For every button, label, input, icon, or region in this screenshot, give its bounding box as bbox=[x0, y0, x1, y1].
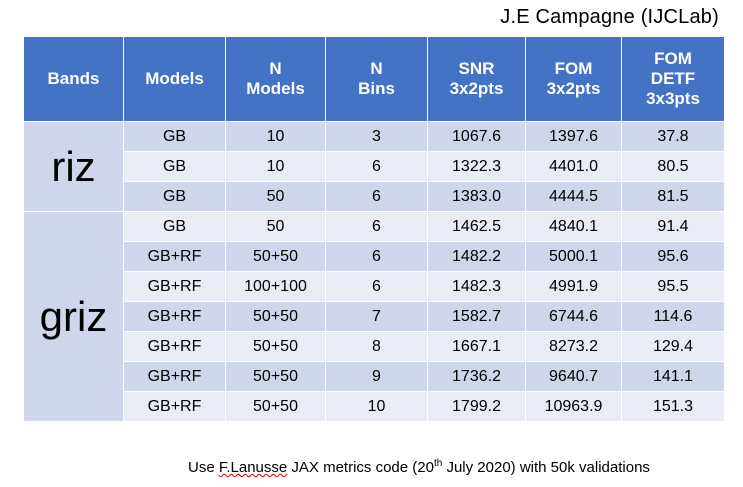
cell-fom-detf: 114.6 bbox=[621, 301, 725, 332]
header-fom-line: FOM bbox=[554, 59, 593, 78]
header-fom: FOM 3x2pts bbox=[525, 36, 622, 122]
cell-fom: 4444.5 bbox=[525, 181, 622, 212]
cell-n-models: 50 bbox=[225, 181, 326, 212]
header-row: Bands Models N Models N Bins SNR 3x2pts … bbox=[23, 36, 725, 122]
header-fom-detf: FOM DETF 3x3pts bbox=[621, 36, 725, 122]
header-n-models-line: N bbox=[269, 59, 282, 78]
cell-fom-detf: 80.5 bbox=[621, 151, 725, 182]
cell-model: GB bbox=[123, 211, 226, 242]
cell-fom-detf: 95.5 bbox=[621, 271, 725, 302]
header-fom-detf-line: DETF bbox=[650, 69, 696, 88]
cell-snr: 1582.7 bbox=[427, 301, 526, 332]
footnote-prefix: Use bbox=[188, 459, 219, 476]
cell-fom: 1397.6 bbox=[525, 121, 622, 152]
header-snr-line: 3x2pts bbox=[449, 79, 504, 98]
table-row: GB+RF 100+100 6 1482.3 4991.9 95.5 bbox=[24, 271, 725, 302]
author-credit: J.E Campagne (IJCLab) bbox=[500, 6, 719, 28]
footnote-author: F.Lanusse bbox=[218, 459, 288, 476]
cell-n-models: 10 bbox=[225, 121, 326, 152]
cell-n-models: 50+50 bbox=[225, 361, 326, 392]
cell-model: GB+RF bbox=[123, 391, 226, 422]
cell-fom-detf: 37.8 bbox=[621, 121, 725, 152]
header-n-models: N Models bbox=[225, 36, 326, 122]
header-n-bins-line: Bins bbox=[358, 79, 395, 98]
cell-fom-detf: 81.5 bbox=[621, 181, 725, 212]
cell-n-models: 50+50 bbox=[225, 391, 326, 422]
cell-model: GB bbox=[123, 151, 226, 182]
cell-snr: 1462.5 bbox=[427, 211, 526, 242]
band-label: riz bbox=[23, 121, 124, 212]
cell-n-models: 50 bbox=[225, 211, 326, 242]
cell-n-bins: 9 bbox=[325, 361, 428, 392]
cell-snr: 1799.2 bbox=[427, 391, 526, 422]
cell-snr: 1667.1 bbox=[427, 331, 526, 362]
cell-snr: 1482.3 bbox=[427, 271, 526, 302]
cell-model: GB bbox=[123, 181, 226, 212]
cell-fom: 4991.9 bbox=[525, 271, 622, 302]
table-row: griz GB 50 6 1462.5 4840.1 91.4 bbox=[23, 211, 725, 422]
cell-n-models: 10 bbox=[225, 151, 326, 182]
table-row: GB+RF 50+50 7 1582.7 6744.6 114.6 bbox=[24, 301, 725, 332]
header-fom-line: 3x2pts bbox=[546, 79, 601, 98]
header-fom-detf-line: 3x3pts bbox=[646, 89, 700, 108]
header-snr: SNR 3x2pts bbox=[427, 36, 526, 122]
cell-n-models: 50+50 bbox=[225, 331, 326, 362]
header-models: Models bbox=[123, 36, 226, 122]
header-n-models-line: Models bbox=[246, 79, 305, 98]
cell-fom-detf: 141.1 bbox=[621, 361, 725, 392]
cell-fom: 6744.6 bbox=[525, 301, 622, 332]
cell-model: GB+RF bbox=[123, 301, 226, 332]
cell-fom-detf: 95.6 bbox=[621, 241, 725, 272]
header-n-bins: N Bins bbox=[325, 36, 428, 122]
cell-snr: 1322.3 bbox=[427, 151, 526, 182]
cell-n-bins: 6 bbox=[325, 151, 428, 182]
cell-fom-detf: 151.3 bbox=[621, 391, 725, 422]
cell-n-models: 100+100 bbox=[225, 271, 326, 302]
table-row: GB+RF 50+50 6 1482.2 5000.1 95.6 bbox=[24, 241, 725, 272]
cell-n-bins: 3 bbox=[325, 121, 428, 152]
cell-fom: 8273.2 bbox=[525, 331, 622, 362]
cell-n-bins: 6 bbox=[325, 211, 428, 242]
cell-n-models: 50+50 bbox=[225, 241, 326, 272]
header-bands: Bands bbox=[23, 36, 124, 122]
table-row: GB 10 6 1322.3 4401.0 80.5 bbox=[24, 151, 725, 182]
cell-snr: 1067.6 bbox=[427, 121, 526, 152]
results-table: Bands Models N Models N Bins SNR 3x2pts … bbox=[23, 36, 725, 422]
cell-n-bins: 6 bbox=[325, 241, 428, 272]
cell-fom: 9640.7 bbox=[525, 361, 622, 392]
table-row: GB+RF 50+50 9 1736.2 9640.7 141.1 bbox=[24, 361, 725, 392]
cell-n-bins: 7 bbox=[325, 301, 428, 332]
cell-snr: 1482.2 bbox=[427, 241, 526, 272]
cell-fom: 10963.9 bbox=[525, 391, 622, 422]
footnote: Use F.Lanusse JAX metrics code (20th Jul… bbox=[188, 458, 650, 476]
band-label: griz bbox=[23, 211, 124, 422]
cell-fom: 5000.1 bbox=[525, 241, 622, 272]
cell-n-bins: 6 bbox=[325, 271, 428, 302]
cell-n-bins: 8 bbox=[325, 331, 428, 362]
table-row: GB+RF 50+50 10 1799.2 10963.9 151.3 bbox=[24, 391, 725, 422]
cell-n-bins: 10 bbox=[325, 391, 428, 422]
cell-fom-detf: 129.4 bbox=[621, 331, 725, 362]
footnote-suffix: July 2020) with 50k validations bbox=[442, 459, 650, 476]
cell-model: GB+RF bbox=[123, 241, 226, 272]
footnote-sup: th bbox=[433, 458, 443, 469]
cell-snr: 1736.2 bbox=[427, 361, 526, 392]
cell-n-models: 50+50 bbox=[225, 301, 326, 332]
cell-n-bins: 6 bbox=[325, 181, 428, 212]
header-snr-line: SNR bbox=[458, 59, 495, 78]
header-n-bins-line: N bbox=[370, 59, 383, 78]
cell-model: GB+RF bbox=[123, 271, 226, 302]
header-fom-detf-line: FOM bbox=[654, 49, 692, 68]
cell-model: GB bbox=[123, 121, 226, 152]
cell-snr: 1383.0 bbox=[427, 181, 526, 212]
table-row: riz GB 10 3 1067.6 1397.6 37.8 bbox=[23, 121, 725, 212]
cell-fom-detf: 91.4 bbox=[621, 211, 725, 242]
footnote-middle: JAX metrics code (20 bbox=[287, 459, 434, 476]
cell-model: GB+RF bbox=[123, 361, 226, 392]
table-row: GB+RF 50+50 8 1667.1 8273.2 129.4 bbox=[24, 331, 725, 362]
cell-model: GB+RF bbox=[123, 331, 226, 362]
cell-fom: 4840.1 bbox=[525, 211, 622, 242]
table-row: GB 50 6 1383.0 4444.5 81.5 bbox=[24, 181, 725, 212]
cell-fom: 4401.0 bbox=[525, 151, 622, 182]
